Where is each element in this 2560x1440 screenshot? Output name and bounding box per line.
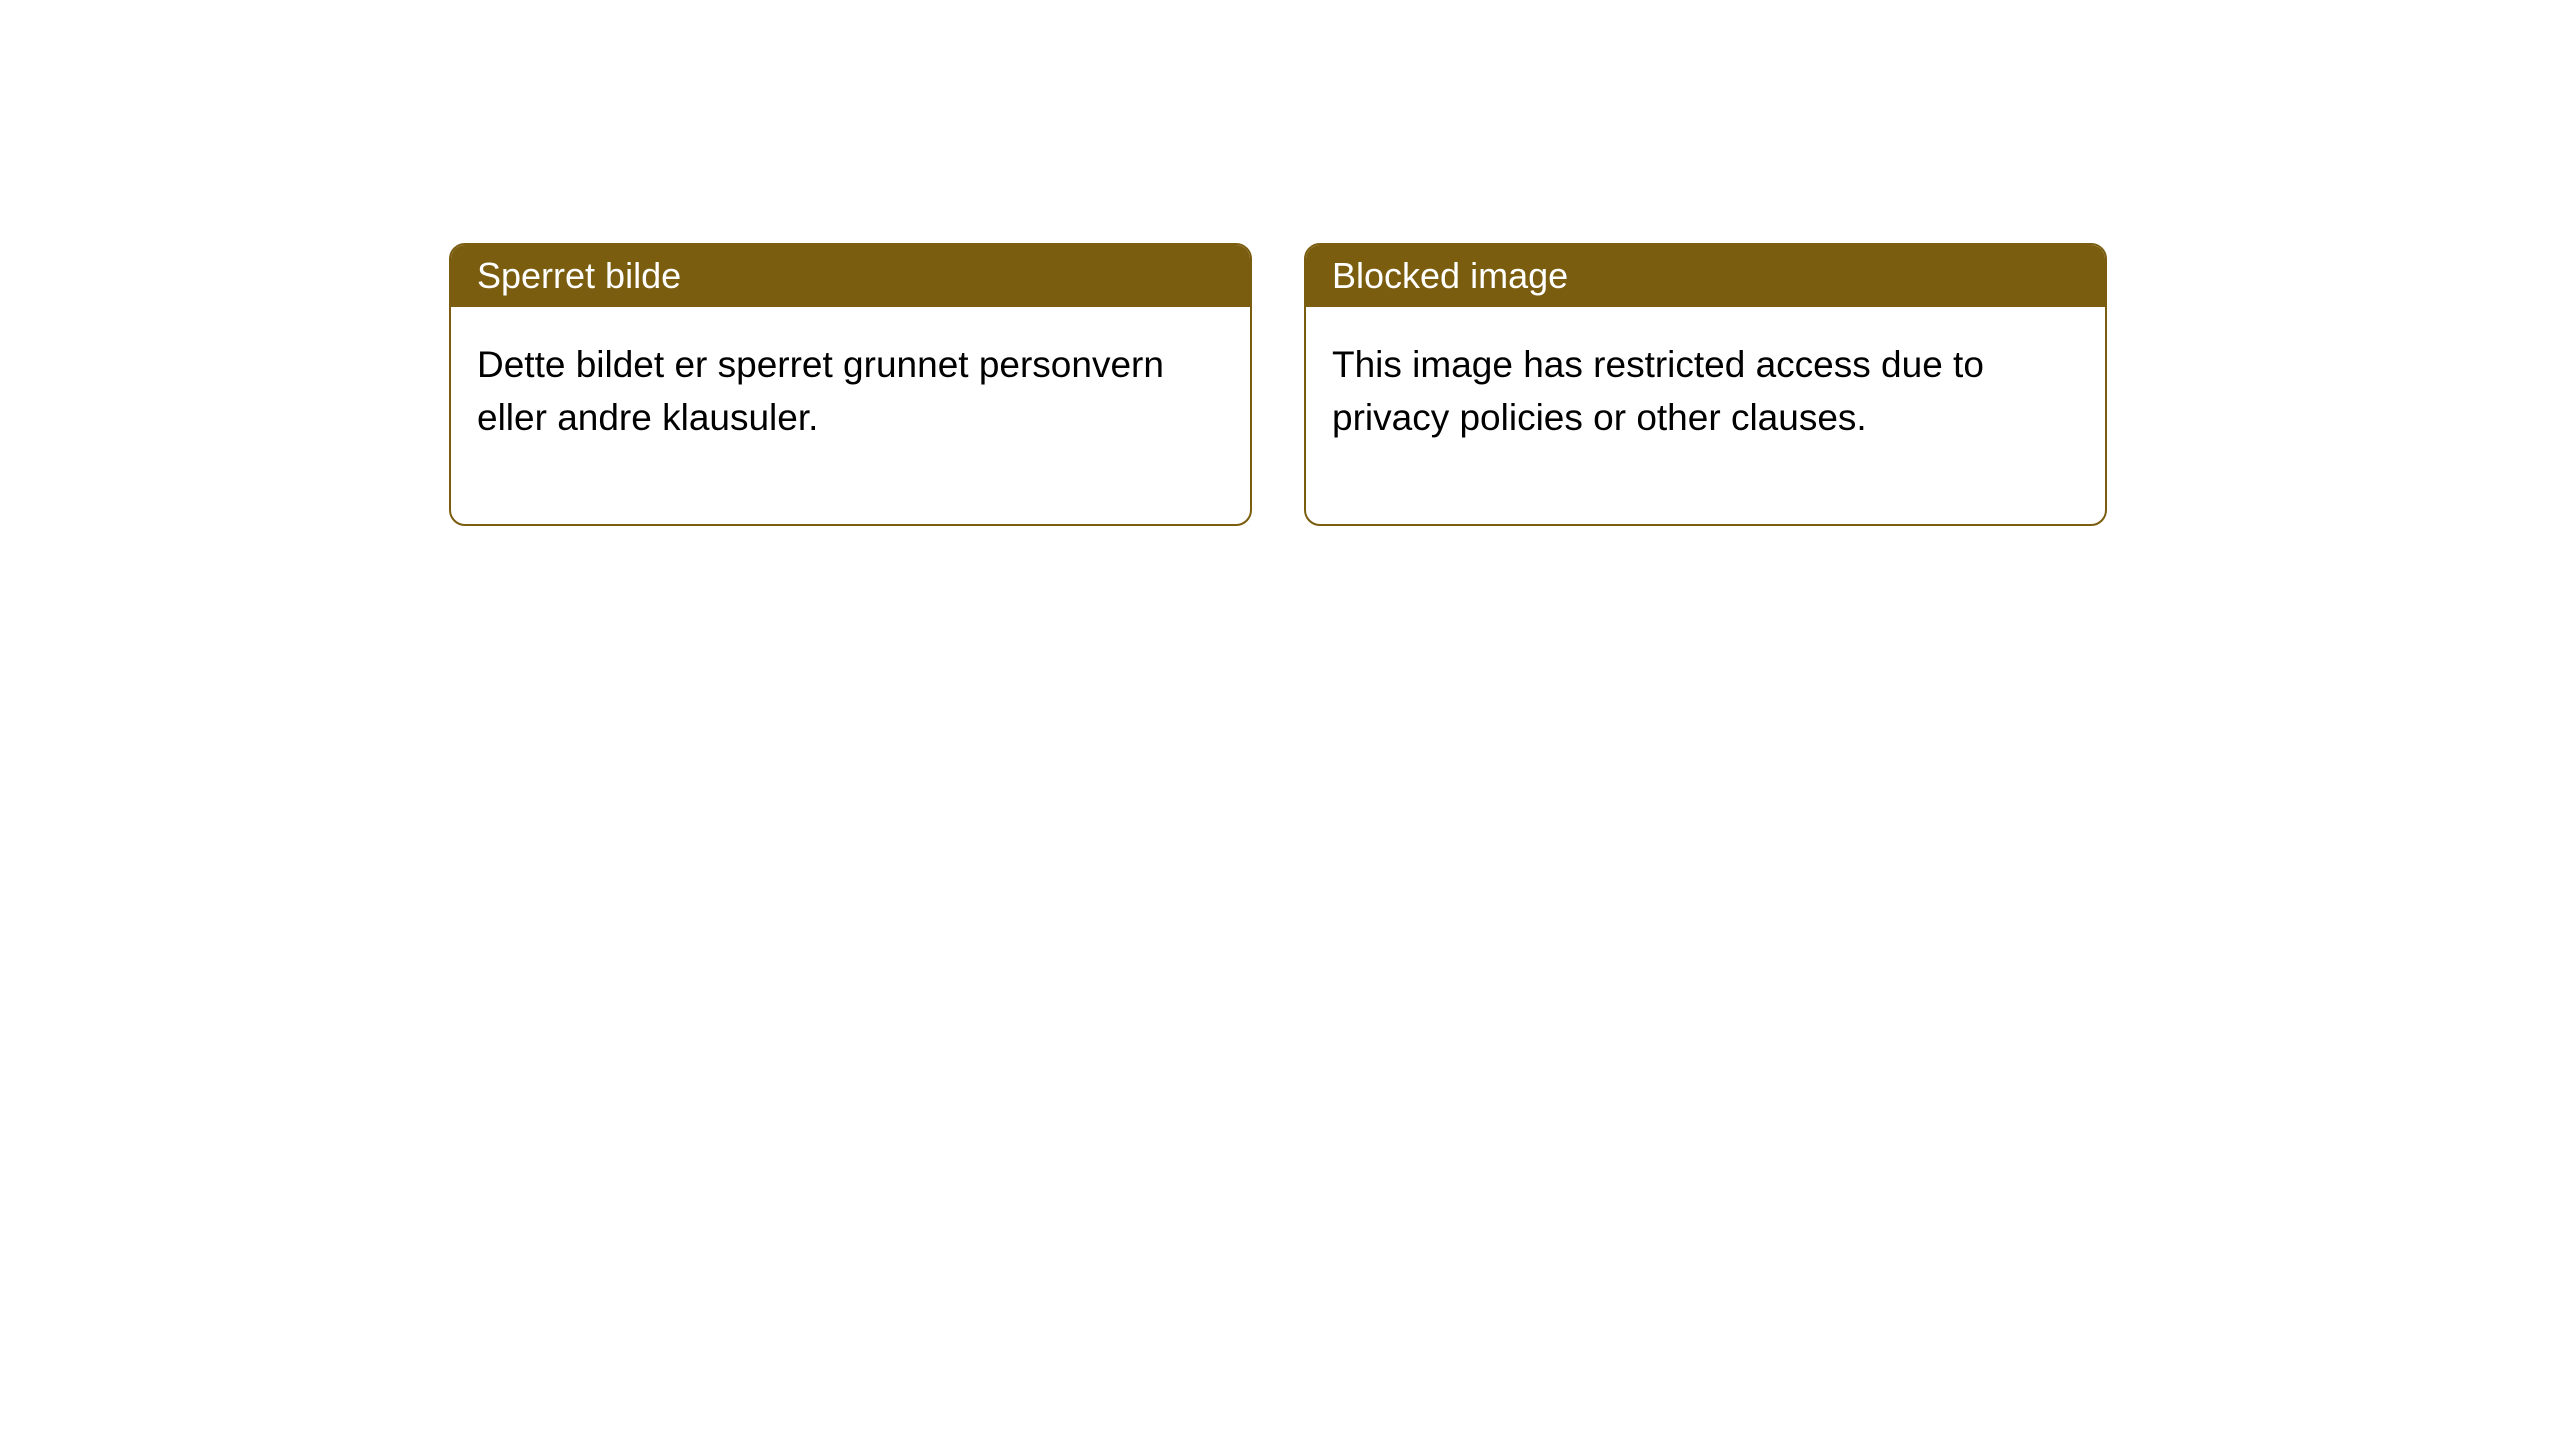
notice-box-english: Blocked image This image has restricted …	[1304, 243, 2107, 526]
notice-body: Dette bildet er sperret grunnet personve…	[451, 307, 1250, 524]
notice-header: Blocked image	[1306, 245, 2105, 307]
notice-body: This image has restricted access due to …	[1306, 307, 2105, 524]
notice-box-norwegian: Sperret bilde Dette bildet er sperret gr…	[449, 243, 1252, 526]
notice-container: Sperret bilde Dette bildet er sperret gr…	[449, 243, 2107, 526]
notice-header: Sperret bilde	[451, 245, 1250, 307]
